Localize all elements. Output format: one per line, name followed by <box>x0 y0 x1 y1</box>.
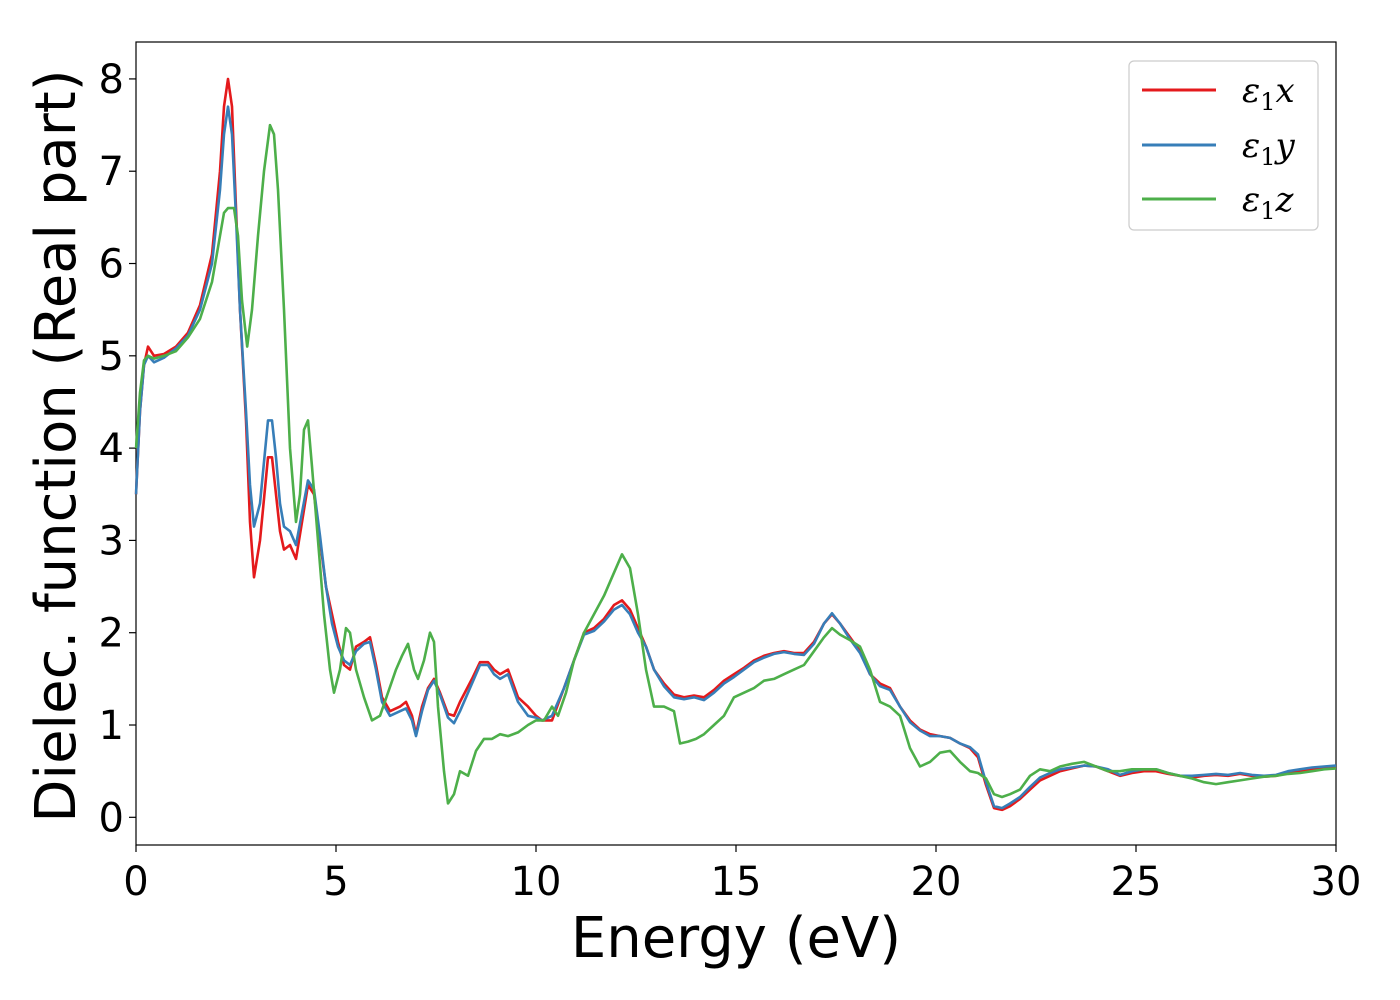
y-tick-label: 7 <box>99 149 124 195</box>
series-lines <box>136 79 1336 810</box>
legend: ε1x ε1y ε1z <box>1128 60 1319 231</box>
legend-label-z: ε1z <box>1242 180 1295 225</box>
y-tick-label: 8 <box>99 57 124 103</box>
y-tick-label: 4 <box>99 426 124 472</box>
x-tick-label: 30 <box>1311 859 1362 905</box>
x-tick-label: 10 <box>511 859 562 905</box>
x-tick-label: 5 <box>323 859 348 905</box>
y-tick-label: 6 <box>99 242 124 288</box>
y-axis-title: Dielec. function (Real part) <box>24 69 89 822</box>
y-tick-label: 2 <box>99 611 124 657</box>
y-tick-label: 3 <box>99 518 124 564</box>
series-line-x <box>136 79 1336 810</box>
legend-label-y: ε1y <box>1242 126 1296 171</box>
x-tick-label: 0 <box>123 859 148 905</box>
x-axis-title: Energy (eV) <box>571 906 901 971</box>
y-axis: 0 1 2 3 4 5 6 7 8 <box>99 57 136 841</box>
legend-label-x: ε1x <box>1242 71 1295 116</box>
y-tick-label: 0 <box>99 795 124 841</box>
x-tick-label: 20 <box>911 859 962 905</box>
y-tick-label: 1 <box>99 703 124 749</box>
y-tick-label: 5 <box>99 334 124 380</box>
x-axis: 0 5 10 15 20 25 30 <box>123 845 1361 905</box>
x-tick-label: 15 <box>711 859 762 905</box>
series-line-y <box>136 107 1336 809</box>
legend-frame <box>1128 60 1319 231</box>
x-tick-label: 25 <box>1111 859 1162 905</box>
series-line-z <box>136 125 1336 803</box>
